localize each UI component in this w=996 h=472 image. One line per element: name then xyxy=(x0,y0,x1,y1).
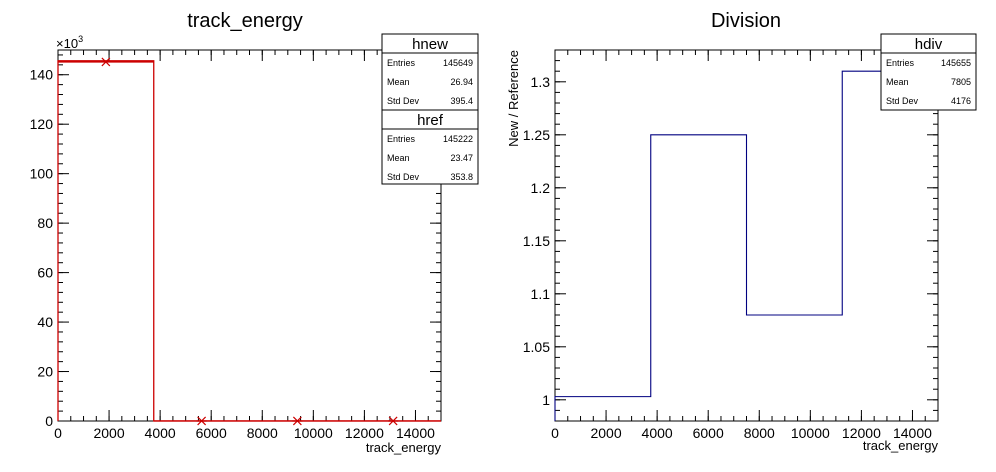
stats-row-value: 23.47 xyxy=(450,153,473,163)
right-y-axis: 1 1.05 1.1 1.15 1.2 1.25 1.3 xyxy=(523,49,938,422)
stats-row-key: Mean xyxy=(886,77,909,87)
stats-row-key: Std Dev xyxy=(387,96,420,106)
right-x-tick-label: 10000 xyxy=(791,425,830,441)
right-y-tick-label: 1.3 xyxy=(531,74,551,90)
left-series-layer xyxy=(57,57,441,426)
stats-row-key: Std Dev xyxy=(886,96,919,106)
right-x-tick-label: 4000 xyxy=(642,425,673,441)
stats-box-title: hnew xyxy=(412,36,448,53)
stats-row-value: 353.8 xyxy=(450,172,473,182)
right-x-tick-label: 6000 xyxy=(693,425,724,441)
right-y-tick-label: 1.2 xyxy=(531,180,551,196)
left-pad: track_energy 0 2000 4000 6000 8000 10000 12000… xyxy=(30,10,479,455)
left-y-tick-label: 100 xyxy=(30,166,54,182)
stats-row-key: Std Dev xyxy=(387,172,420,182)
stats-row-value: 395.4 xyxy=(450,96,473,106)
stats-box-hnew: hnew Entries 145649 Mean 26.94 Std Dev 395.4 xyxy=(381,33,479,111)
left-x-tick-label: 10000 xyxy=(294,425,333,441)
stats-box-frame xyxy=(880,33,977,111)
right-y-tick-label: 1.05 xyxy=(523,339,550,355)
right-x-tick-label: 0 xyxy=(551,425,559,441)
left-y-tick-label: 120 xyxy=(30,116,54,132)
right-x-tick-label: 2000 xyxy=(590,425,621,441)
right-x-tick-label: 8000 xyxy=(744,425,775,441)
left-y-tick-label: 20 xyxy=(37,364,53,380)
right-x-tick-label: 14000 xyxy=(893,425,932,441)
stats-row-value: 145649 xyxy=(443,58,473,68)
left-series-href-marker xyxy=(292,416,303,426)
right-y-tick-label: 1.1 xyxy=(531,286,551,302)
right-pad: Division 0 2000 4000 6000 8000 10000 12000 1400… xyxy=(506,10,977,453)
left-y-multiplier: ×103 xyxy=(56,34,83,51)
left-y-tick-label: 140 xyxy=(30,67,54,83)
left-y-axis: 0 20 40 60 80 100 120 140 xyxy=(30,54,441,429)
right-x-tick-label: 12000 xyxy=(842,425,881,441)
left-y-tick-label: 80 xyxy=(37,215,53,231)
left-y-tick-label: 40 xyxy=(37,314,53,330)
right-chart-title: Division xyxy=(711,10,781,32)
left-x-tick-label: 6000 xyxy=(196,425,227,441)
stats-row-key: Entries xyxy=(886,58,915,68)
left-y-tick-label: 60 xyxy=(37,265,53,281)
right-series-hdiv-line xyxy=(554,70,938,421)
left-x-axis: 0 2000 4000 6000 8000 10000 12000 14000 xyxy=(54,50,442,441)
stats-row-key: Entries xyxy=(387,58,416,68)
left-x-axis-label: track_energy xyxy=(366,440,442,455)
right-y-tick-label: 1.25 xyxy=(523,127,550,143)
stats-row-key: Mean xyxy=(387,77,410,87)
left-x-tick-label: 0 xyxy=(54,425,62,441)
stats-box-title: hdiv xyxy=(915,36,943,53)
stats-row-key: Mean xyxy=(387,153,410,163)
left-x-tick-label: 8000 xyxy=(247,425,278,441)
left-series-href-marker xyxy=(196,416,207,426)
right-y-axis-label: New / Reference xyxy=(506,50,521,147)
stats-box-title: href xyxy=(417,112,444,129)
left-x-tick-label: 14000 xyxy=(396,425,435,441)
right-y-tick-label: 1.15 xyxy=(523,233,550,249)
right-x-axis-label: track_energy xyxy=(863,438,939,453)
right-x-axis: 0 2000 4000 6000 8000 10000 12000 14000 xyxy=(551,50,939,441)
left-stats-layer: hnew Entries 145649 Mean 26.94 Std Dev 395.4 hr… xyxy=(381,33,479,185)
stats-row-value: 26.94 xyxy=(450,77,473,87)
stats-row-key: Entries xyxy=(387,134,416,144)
left-x-tick-label: 12000 xyxy=(345,425,384,441)
stats-row-value: 4176 xyxy=(951,96,971,106)
left-series-href-marker xyxy=(388,416,399,426)
left-y-tick-label: 0 xyxy=(45,413,53,429)
stats-box-frame xyxy=(381,109,479,185)
left-x-tick-label: 2000 xyxy=(93,425,124,441)
left-chart-title: track_energy xyxy=(187,10,303,32)
stats-row-value: 7805 xyxy=(951,77,971,87)
right-y-tick-label: 1 xyxy=(542,392,550,408)
left-x-tick-label: 4000 xyxy=(145,425,176,441)
stats-row-value: 145222 xyxy=(443,134,473,144)
stats-row-value: 145655 xyxy=(941,58,971,68)
right-series-layer xyxy=(554,70,938,421)
left-series-href-marker xyxy=(100,57,111,67)
